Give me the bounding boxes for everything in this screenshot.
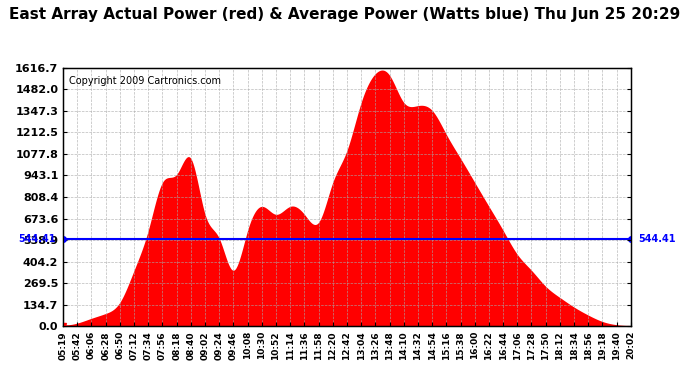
Text: 544.41: 544.41 <box>19 234 56 244</box>
Text: Copyright 2009 Cartronics.com: Copyright 2009 Cartronics.com <box>69 75 221 86</box>
Text: 544.41: 544.41 <box>638 234 676 244</box>
Text: East Array Actual Power (red) & Average Power (Watts blue) Thu Jun 25 20:29: East Array Actual Power (red) & Average … <box>10 8 680 22</box>
